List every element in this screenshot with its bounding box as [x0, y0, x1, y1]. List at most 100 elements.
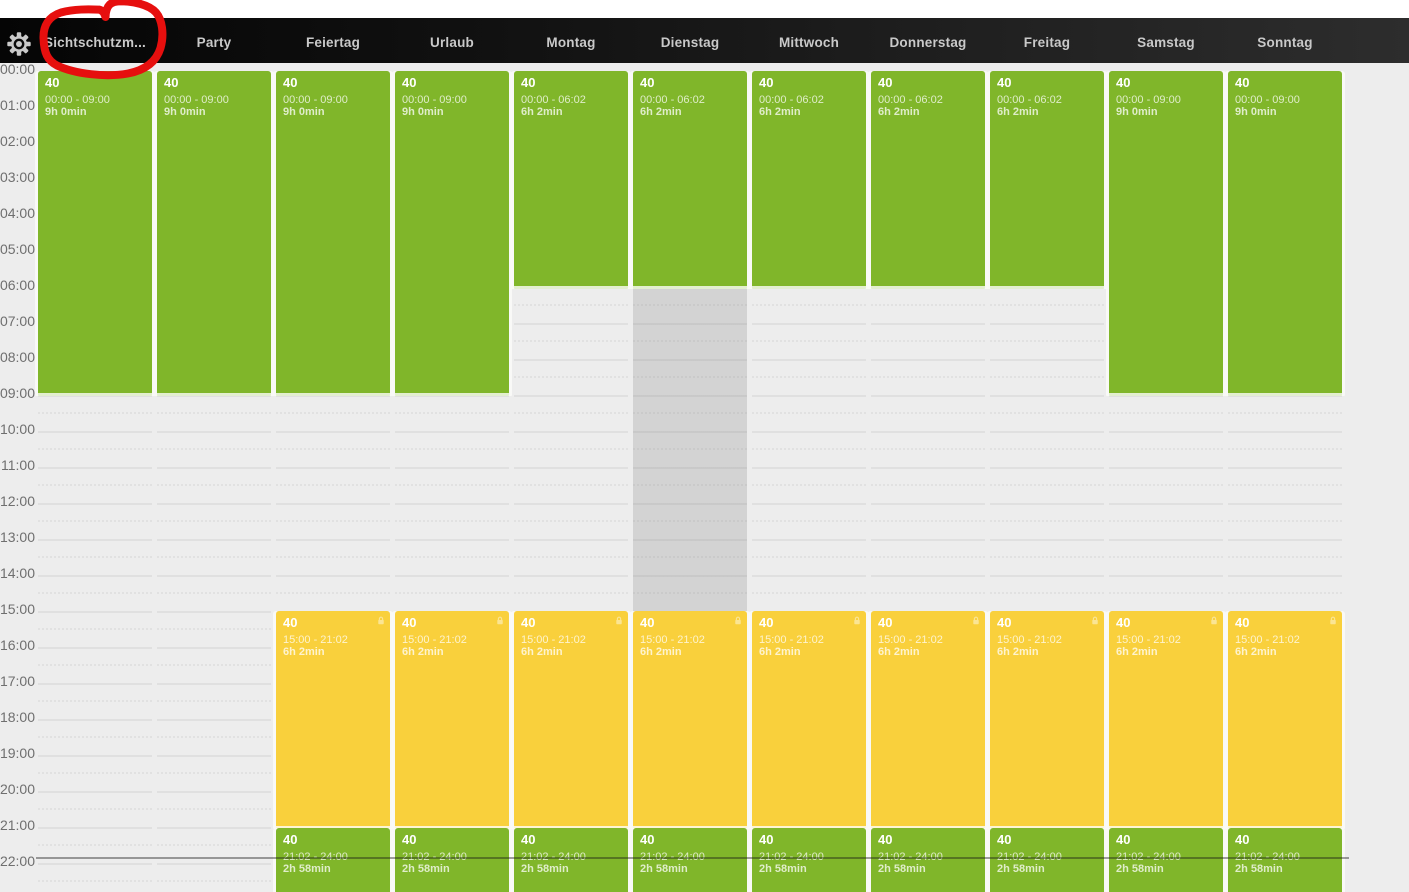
event-time-range: 21:02 - 24:00 — [640, 850, 705, 863]
time-label-0600: 06:00 — [0, 277, 35, 293]
event-block[interactable]: 40 00:00 - 09:00 9h 0min — [276, 71, 390, 396]
event-block[interactable]: 40 00:00 - 09:00 9h 0min — [1109, 71, 1223, 396]
time-label-1700: 17:00 — [0, 673, 35, 689]
lock-icon — [497, 616, 503, 625]
event-duration: 9h 0min — [164, 106, 206, 118]
event-time-range: 00:00 - 06:02 — [521, 93, 586, 106]
column-header-4[interactable]: Montag — [546, 34, 596, 50]
event-block[interactable]: 40 00:00 - 09:00 9h 0min — [1228, 71, 1342, 396]
day-column-10[interactable]: 40 00:00 - 09:00 9h 0min 40 15:00 - 21:02 6h … — [1228, 71, 1342, 892]
event-time-range: 15:00 - 21:02 — [521, 633, 586, 646]
event-block[interactable]: 40 00:00 - 06:02 6h 2min — [871, 71, 985, 290]
column-header-10[interactable]: Sonntag — [1257, 34, 1313, 50]
event-block[interactable]: 40 00:00 - 09:00 9h 0min — [395, 71, 509, 396]
settings-gear-icon[interactable] — [6, 31, 32, 57]
column-header-9[interactable]: Samstag — [1137, 34, 1195, 50]
event-block[interactable]: 40 21:02 - 24:00 2h 58min — [1109, 828, 1223, 892]
time-label-0800: 08:00 — [0, 349, 35, 365]
column-header-2[interactable]: Feiertag — [305, 34, 361, 50]
day-column-8[interactable]: 40 00:00 - 06:02 6h 2min 40 15:00 - 21:02 6h … — [990, 71, 1104, 892]
event-block[interactable]: 40 21:02 - 24:00 2h 58min — [752, 828, 866, 892]
event-time-range: 15:00 - 21:02 — [402, 633, 467, 646]
day-column-2[interactable]: 40 00:00 - 09:00 9h 0min 40 15:00 - 21:02 6h … — [276, 71, 390, 892]
event-block[interactable]: 40 15:00 - 21:02 6h 2min — [752, 611, 866, 830]
event-time-range: 21:02 - 24:00 — [878, 850, 943, 863]
event-duration: 9h 0min — [1235, 106, 1277, 118]
time-axis: 00:00 01:00 02:00 03:00 04:00 05:00 06:00 07:00… — [0, 0, 36, 892]
event-duration: 2h 58min — [283, 863, 331, 876]
time-label-1300: 13:00 — [0, 529, 35, 545]
day-column-6[interactable]: 40 00:00 - 06:02 6h 2min 40 15:00 - 21:02 6h … — [752, 71, 866, 892]
time-label-1800: 18:00 — [0, 709, 35, 725]
day-column-0[interactable]: 40 00:00 - 09:00 9h 0min — [38, 71, 152, 892]
event-duration: 2h 58min — [640, 863, 688, 876]
event-time-range: 00:00 - 09:00 — [45, 93, 110, 106]
event-block[interactable]: 40 00:00 - 09:00 9h 0min — [157, 71, 271, 396]
column-header-0[interactable]: Sichtschutzm... — [43, 34, 146, 50]
event-value: 40 — [521, 75, 536, 90]
event-block[interactable]: 40 00:00 - 06:02 6h 2min — [633, 71, 747, 290]
event-value: 40 — [402, 75, 417, 90]
event-value: 40 — [759, 75, 774, 90]
lock-icon — [854, 616, 860, 625]
event-block[interactable]: 40 21:02 - 24:00 2h 58min — [276, 828, 390, 892]
event-block[interactable]: 40 21:02 - 24:00 2h 58min — [1228, 828, 1342, 892]
day-column-7[interactable]: 40 00:00 - 06:02 6h 2min 40 15:00 - 21:02 6h … — [871, 71, 985, 892]
event-value: 40 — [997, 615, 1012, 630]
event-block[interactable]: 40 15:00 - 21:02 6h 2min — [395, 611, 509, 830]
event-block[interactable]: 40 15:00 - 21:02 6h 2min — [990, 611, 1104, 830]
event-block[interactable]: 40 15:00 - 21:02 6h 2min — [633, 611, 747, 830]
column-header-3[interactable]: Urlaub — [430, 34, 474, 50]
day-column-3[interactable]: 40 00:00 - 09:00 9h 0min 40 15:00 - 21:02 6h … — [395, 71, 509, 892]
event-time-range: 00:00 - 06:02 — [997, 93, 1062, 106]
schedule-grid: 40 00:00 - 09:00 9h 0min 40 00:00 - 09:00 9h … — [38, 71, 1342, 892]
event-block[interactable]: 40 15:00 - 21:02 6h 2min — [1109, 611, 1223, 830]
event-value: 40 — [640, 75, 655, 90]
event-block[interactable]: 40 15:00 - 21:02 6h 2min — [276, 611, 390, 830]
column-header-8[interactable]: Freitag — [1023, 34, 1071, 50]
event-block[interactable]: 40 00:00 - 06:02 6h 2min — [752, 71, 866, 290]
event-duration: 6h 2min — [283, 646, 325, 658]
day-column-5[interactable]: 40 00:00 - 06:02 6h 2min 40 15:00 - 21:02 6h … — [633, 71, 747, 892]
column-header-5[interactable]: Dienstag — [660, 34, 720, 50]
event-block[interactable]: 40 21:02 - 24:00 2h 58min — [633, 828, 747, 892]
event-duration: 9h 0min — [1116, 106, 1158, 118]
event-value: 40 — [640, 615, 655, 630]
event-value: 40 — [1235, 832, 1250, 848]
event-block[interactable]: 40 21:02 - 24:00 2h 58min — [395, 828, 509, 892]
event-time-range: 15:00 - 21:02 — [759, 633, 824, 646]
day-column-4[interactable]: 40 00:00 - 06:02 6h 2min 40 15:00 - 21:02 6h … — [514, 71, 628, 892]
day-column-9[interactable]: 40 00:00 - 09:00 9h 0min 40 15:00 - 21:02 6h … — [1109, 71, 1223, 892]
event-value: 40 — [878, 75, 893, 90]
event-duration: 6h 2min — [878, 106, 920, 118]
event-value: 40 — [878, 832, 893, 848]
day-column-1[interactable]: 40 00:00 - 09:00 9h 0min — [157, 71, 271, 892]
time-label-2100: 21:00 — [0, 817, 35, 833]
event-block[interactable]: 40 00:00 - 06:02 6h 2min — [990, 71, 1104, 290]
event-block[interactable]: 40 21:02 - 24:00 2h 58min — [514, 828, 628, 892]
event-time-range: 00:00 - 09:00 — [283, 93, 348, 106]
column-headers: Sichtschutzm... Party Feiertag Urlaub Montag… — [38, 18, 1342, 63]
event-block[interactable]: 40 21:02 - 24:00 2h 58min — [871, 828, 985, 892]
event-block[interactable]: 40 15:00 - 21:02 6h 2min — [871, 611, 985, 830]
column-header-7[interactable]: Donnerstag — [889, 34, 967, 50]
event-duration: 2h 58min — [759, 863, 807, 876]
event-block[interactable]: 40 00:00 - 09:00 9h 0min — [38, 71, 152, 396]
event-time-range: 21:02 - 24:00 — [521, 850, 586, 863]
column-header-6[interactable]: Mittwoch — [778, 34, 840, 50]
event-block[interactable]: 40 15:00 - 21:02 6h 2min — [514, 611, 628, 830]
event-duration: 6h 2min — [759, 106, 801, 118]
event-value: 40 — [283, 75, 298, 90]
event-block[interactable]: 40 15:00 - 21:02 6h 2min — [1228, 611, 1342, 830]
column-header-1[interactable]: Party — [196, 34, 232, 50]
time-label-1200: 12:00 — [0, 493, 35, 509]
event-value: 40 — [759, 615, 774, 630]
event-block[interactable]: 40 21:02 - 24:00 2h 58min — [990, 828, 1104, 892]
event-duration: 6h 2min — [640, 106, 682, 118]
event-time-range: 15:00 - 21:02 — [640, 633, 705, 646]
event-time-range: 15:00 - 21:02 — [997, 633, 1062, 646]
event-duration: 2h 58min — [521, 863, 569, 876]
event-value: 40 — [997, 832, 1012, 848]
event-duration: 2h 58min — [1235, 863, 1283, 876]
event-block[interactable]: 40 00:00 - 06:02 6h 2min — [514, 71, 628, 290]
